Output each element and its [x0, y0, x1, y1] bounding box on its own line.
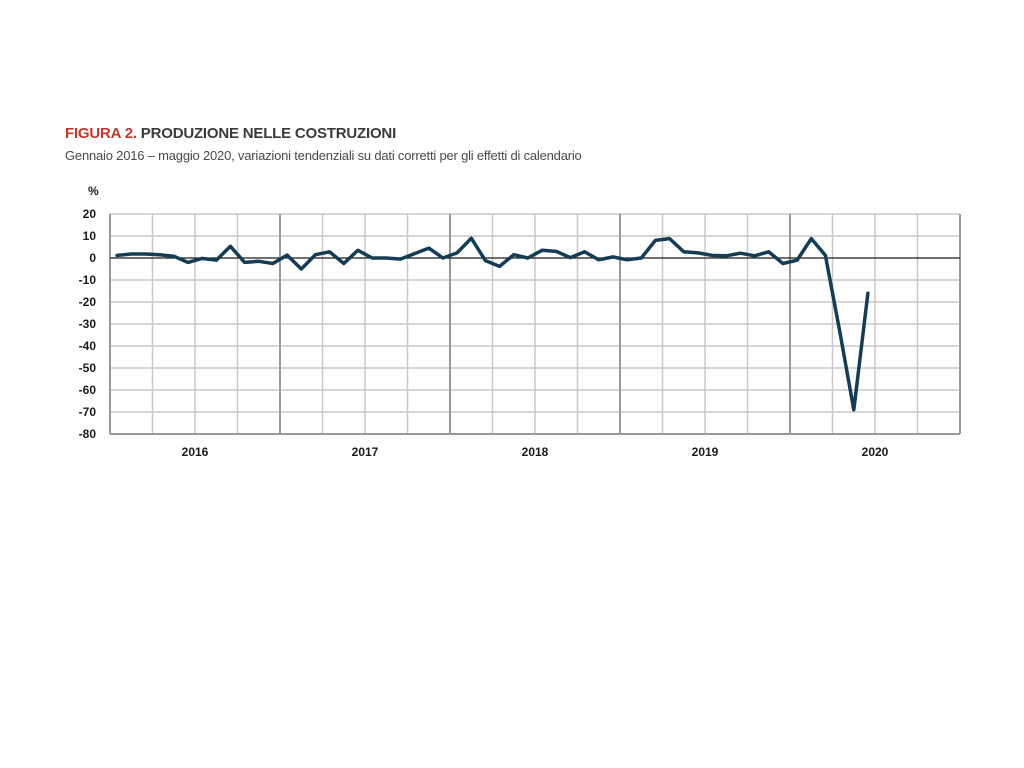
y-tick-label: -30	[79, 317, 97, 331]
y-tick-label: -20	[79, 295, 97, 309]
x-tick-label: 2018	[522, 445, 549, 459]
series-line	[115, 236, 870, 412]
x-tick-label: 2019	[692, 445, 719, 459]
figure-label: FIGURA 2.	[65, 125, 137, 142]
figure-name: PRODUZIONE NELLE COSTRUZIONI	[140, 125, 397, 142]
chart-series	[115, 236, 870, 412]
y-tick-label: -50	[79, 361, 97, 375]
y-tick-label: -60	[79, 383, 97, 397]
chart-axes	[109, 214, 961, 435]
y-tick-label: 0	[89, 251, 96, 265]
x-tick-label: 2017	[352, 445, 379, 459]
x-tick-label: 2016	[182, 445, 209, 459]
chart-labels: 20 10 0 -10 -20 -30 -40 -50 -60 -70 -80% 2016 2017 20…	[79, 184, 889, 459]
y-tick-label: 10	[83, 229, 97, 243]
y-unit-label: %	[88, 184, 99, 198]
y-tick-label: -80	[79, 427, 97, 441]
figure-subtitle: Gennaio 2016 – maggio 2020, variazioni t…	[65, 148, 582, 163]
figure-title: FIGURA 2. PRODUZIONE NELLE COSTRUZIONI	[65, 125, 396, 142]
chart-grid	[110, 213, 960, 435]
y-tick-label: -40	[79, 339, 97, 353]
y-tick-label: 20	[83, 207, 97, 221]
y-tick-label: -10	[79, 273, 97, 287]
y-tick-label: -70	[79, 405, 97, 419]
x-tick-label: 2020	[862, 445, 889, 459]
